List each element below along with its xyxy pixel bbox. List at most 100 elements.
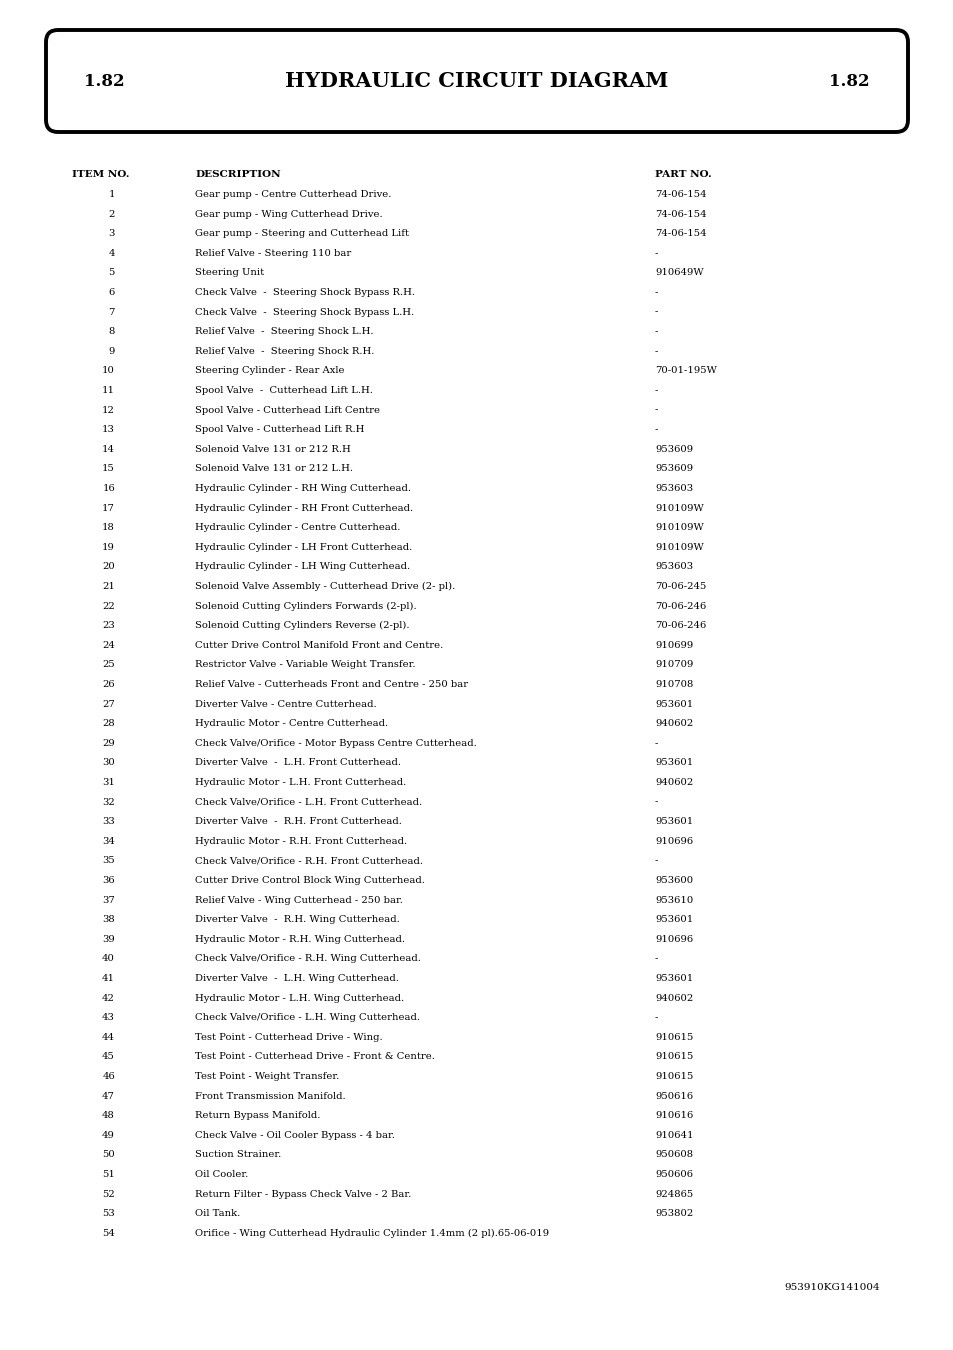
Text: Relief Valve  -  Steering Shock R.H.: Relief Valve - Steering Shock R.H. — [194, 347, 374, 356]
Text: Check Valve/Orifice - Motor Bypass Centre Cutterhead.: Check Valve/Orifice - Motor Bypass Centr… — [194, 738, 476, 748]
Text: -: - — [655, 798, 658, 806]
Text: 953601: 953601 — [655, 759, 693, 767]
Text: 910696: 910696 — [655, 837, 693, 846]
Text: 953601: 953601 — [655, 973, 693, 983]
Text: 44: 44 — [102, 1033, 115, 1042]
Text: 15: 15 — [102, 464, 115, 474]
Text: 910615: 910615 — [655, 1033, 693, 1042]
Text: -: - — [655, 347, 658, 356]
Text: Hydraulic Cylinder - LH Wing Cutterhead.: Hydraulic Cylinder - LH Wing Cutterhead. — [194, 563, 410, 571]
Text: 74-06-154: 74-06-154 — [655, 209, 706, 219]
Text: 30: 30 — [102, 759, 115, 767]
Text: 1.82: 1.82 — [828, 73, 869, 89]
Text: Check Valve  -  Steering Shock Bypass R.H.: Check Valve - Steering Shock Bypass R.H. — [194, 288, 415, 297]
Text: 70-06-246: 70-06-246 — [655, 602, 705, 610]
Text: 17: 17 — [102, 504, 115, 513]
Text: 11: 11 — [102, 386, 115, 396]
Text: 45: 45 — [102, 1053, 115, 1061]
Text: Check Valve  -  Steering Shock Bypass L.H.: Check Valve - Steering Shock Bypass L.H. — [194, 308, 414, 317]
Text: Cutter Drive Control Manifold Front and Centre.: Cutter Drive Control Manifold Front and … — [194, 641, 443, 649]
Text: 51: 51 — [102, 1170, 115, 1179]
Text: Suction Strainer.: Suction Strainer. — [194, 1150, 281, 1160]
Text: Hydraulic Cylinder - RH Wing Cutterhead.: Hydraulic Cylinder - RH Wing Cutterhead. — [194, 485, 411, 493]
Text: 39: 39 — [102, 934, 115, 944]
Text: -: - — [655, 405, 658, 414]
Text: Cutter Drive Control Block Wing Cutterhead.: Cutter Drive Control Block Wing Cutterhe… — [194, 876, 424, 886]
Text: 910641: 910641 — [655, 1131, 693, 1139]
Text: 7: 7 — [109, 308, 115, 317]
Text: Restrictor Valve - Variable Weight Transfer.: Restrictor Valve - Variable Weight Trans… — [194, 660, 416, 670]
Text: Check Valve/Orifice - L.H. Front Cutterhead.: Check Valve/Orifice - L.H. Front Cutterh… — [194, 798, 421, 806]
Text: Diverter Valve  -  R.H. Front Cutterhead.: Diverter Valve - R.H. Front Cutterhead. — [194, 817, 401, 826]
Text: 6: 6 — [109, 288, 115, 297]
Text: Solenoid Valve 131 or 212 L.H.: Solenoid Valve 131 or 212 L.H. — [194, 464, 353, 474]
Text: 42: 42 — [102, 994, 115, 1003]
Text: Spool Valve - Cutterhead Lift R.H: Spool Valve - Cutterhead Lift R.H — [194, 425, 364, 435]
Text: Hydraulic Motor - L.H. Wing Cutterhead.: Hydraulic Motor - L.H. Wing Cutterhead. — [194, 994, 404, 1003]
Text: Relief Valve  -  Steering Shock L.H.: Relief Valve - Steering Shock L.H. — [194, 327, 374, 336]
Text: 953610: 953610 — [655, 895, 693, 905]
Text: -: - — [655, 327, 658, 336]
Text: Test Point - Weight Transfer.: Test Point - Weight Transfer. — [194, 1072, 339, 1081]
Text: 3: 3 — [109, 230, 115, 238]
Text: Orifice - Wing Cutterhead Hydraulic Cylinder 1.4mm (2 pl).65-06-019: Orifice - Wing Cutterhead Hydraulic Cyli… — [194, 1228, 549, 1238]
Text: 924865: 924865 — [655, 1189, 693, 1199]
Text: Solenoid Valve 131 or 212 R.H: Solenoid Valve 131 or 212 R.H — [194, 444, 351, 454]
Text: Front Transmission Manifold.: Front Transmission Manifold. — [194, 1092, 345, 1100]
Text: 41: 41 — [102, 973, 115, 983]
Text: 32: 32 — [102, 798, 115, 806]
Text: Spool Valve - Cutterhead Lift Centre: Spool Valve - Cutterhead Lift Centre — [194, 405, 379, 414]
Text: Solenoid Valve Assembly - Cutterhead Drive (2- pl).: Solenoid Valve Assembly - Cutterhead Dri… — [194, 582, 455, 591]
Text: 953802: 953802 — [655, 1210, 693, 1218]
Text: DESCRIPTION: DESCRIPTION — [194, 170, 280, 180]
Text: Gear pump - Wing Cutterhead Drive.: Gear pump - Wing Cutterhead Drive. — [194, 209, 382, 219]
Text: 40: 40 — [102, 954, 115, 964]
Text: 16: 16 — [102, 485, 115, 493]
Text: Hydraulic Motor - Centre Cutterhead.: Hydraulic Motor - Centre Cutterhead. — [194, 720, 388, 728]
Text: 5: 5 — [109, 269, 115, 277]
Text: 74-06-154: 74-06-154 — [655, 190, 706, 198]
Text: 21: 21 — [102, 582, 115, 591]
Text: 910616: 910616 — [655, 1111, 693, 1120]
Text: 13: 13 — [102, 425, 115, 435]
Text: 20: 20 — [102, 563, 115, 571]
Text: 953601: 953601 — [655, 699, 693, 709]
Text: 19: 19 — [102, 543, 115, 552]
Text: -: - — [655, 738, 658, 748]
Text: Diverter Valve - Centre Cutterhead.: Diverter Valve - Centre Cutterhead. — [194, 699, 376, 709]
Text: Oil Cooler.: Oil Cooler. — [194, 1170, 248, 1179]
Text: -: - — [655, 308, 658, 317]
Text: 910708: 910708 — [655, 680, 693, 688]
Text: 940602: 940602 — [655, 994, 693, 1003]
Text: 953601: 953601 — [655, 915, 693, 925]
Text: 35: 35 — [102, 856, 115, 865]
Text: 950606: 950606 — [655, 1170, 692, 1179]
Text: Hydraulic Motor - R.H. Wing Cutterhead.: Hydraulic Motor - R.H. Wing Cutterhead. — [194, 934, 405, 944]
Text: 48: 48 — [102, 1111, 115, 1120]
Text: 27: 27 — [102, 699, 115, 709]
Text: Relief Valve - Steering 110 bar: Relief Valve - Steering 110 bar — [194, 248, 351, 258]
Text: Relief Valve - Cutterheads Front and Centre - 250 bar: Relief Valve - Cutterheads Front and Cen… — [194, 680, 468, 688]
Text: 23: 23 — [102, 621, 115, 630]
Text: 43: 43 — [102, 1014, 115, 1022]
FancyBboxPatch shape — [46, 30, 907, 132]
Text: 52: 52 — [102, 1189, 115, 1199]
Text: 953600: 953600 — [655, 876, 693, 886]
Text: 910709: 910709 — [655, 660, 693, 670]
Text: Hydraulic Motor - R.H. Front Cutterhead.: Hydraulic Motor - R.H. Front Cutterhead. — [194, 837, 407, 846]
Text: 10: 10 — [102, 366, 115, 375]
Text: Check Valve - Oil Cooler Bypass - 4 bar.: Check Valve - Oil Cooler Bypass - 4 bar. — [194, 1131, 395, 1139]
Text: 953609: 953609 — [655, 464, 693, 474]
Text: 70-06-246: 70-06-246 — [655, 621, 705, 630]
Text: Gear pump - Steering and Cutterhead Lift: Gear pump - Steering and Cutterhead Lift — [194, 230, 409, 238]
Text: 953609: 953609 — [655, 444, 693, 454]
Text: -: - — [655, 856, 658, 865]
Text: -: - — [655, 288, 658, 297]
Text: Return Filter - Bypass Check Valve - 2 Bar.: Return Filter - Bypass Check Valve - 2 B… — [194, 1189, 411, 1199]
Text: Hydraulic Motor - L.H. Front Cutterhead.: Hydraulic Motor - L.H. Front Cutterhead. — [194, 778, 406, 787]
Text: 8: 8 — [109, 327, 115, 336]
Text: 1: 1 — [109, 190, 115, 198]
Text: 14: 14 — [102, 444, 115, 454]
Text: 950616: 950616 — [655, 1092, 693, 1100]
Text: Check Valve/Orifice - L.H. Wing Cutterhead.: Check Valve/Orifice - L.H. Wing Cutterhe… — [194, 1014, 419, 1022]
